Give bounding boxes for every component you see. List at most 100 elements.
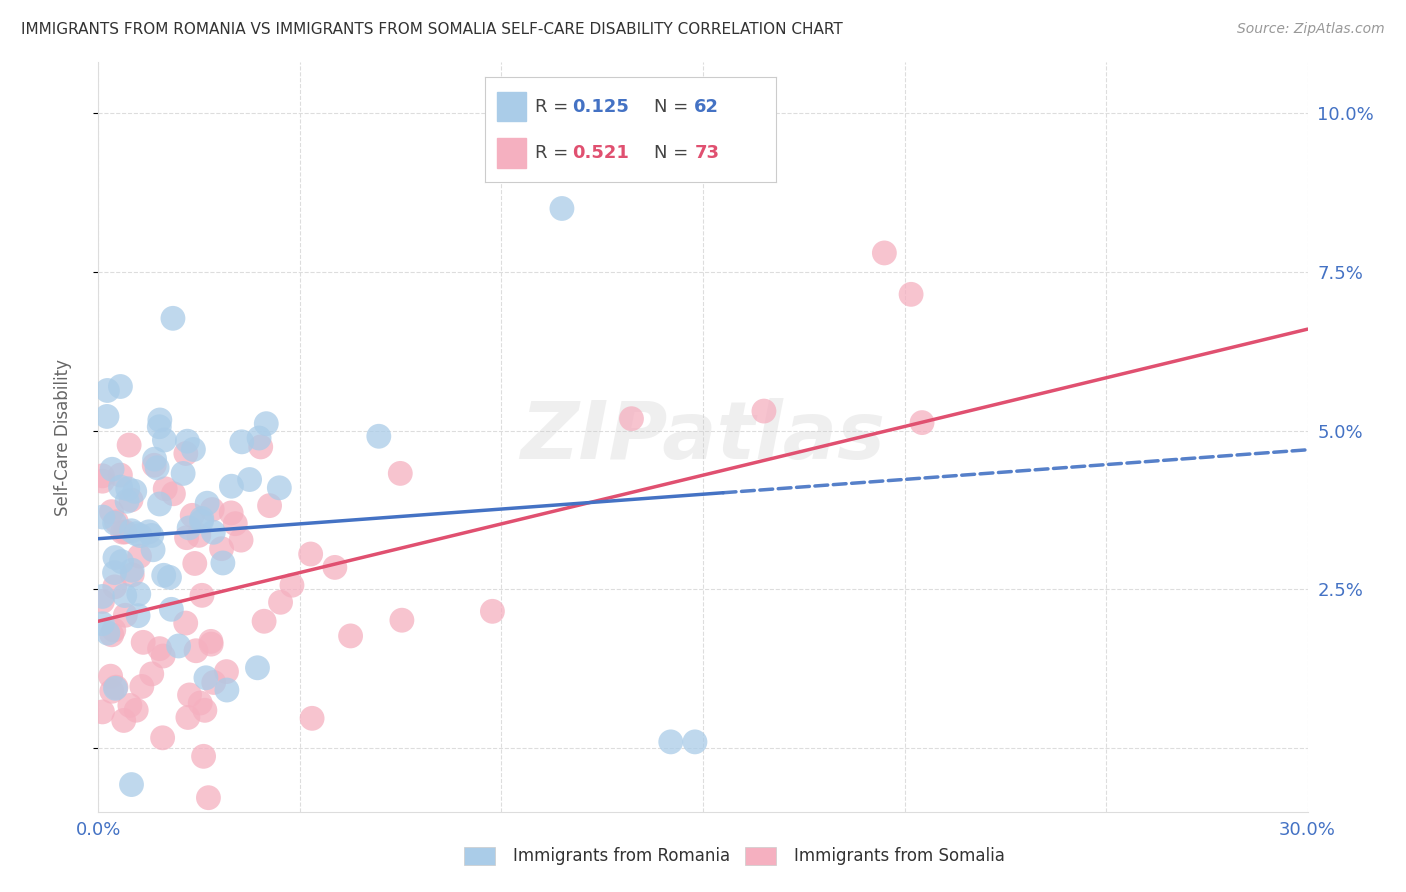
Point bbox=[103, 623, 125, 637]
Point bbox=[110, 480, 132, 494]
Point bbox=[110, 555, 132, 569]
Point bbox=[104, 680, 127, 694]
Point bbox=[162, 311, 184, 326]
Point bbox=[100, 628, 122, 642]
Point bbox=[100, 505, 122, 519]
Point bbox=[269, 481, 291, 495]
Point bbox=[125, 526, 148, 541]
Point bbox=[127, 608, 149, 623]
Point bbox=[160, 602, 183, 616]
Point bbox=[114, 589, 136, 603]
Point bbox=[281, 578, 304, 592]
Point bbox=[184, 557, 207, 571]
Point bbox=[91, 510, 114, 524]
Point bbox=[367, 429, 389, 443]
Point bbox=[101, 462, 124, 476]
Point bbox=[148, 641, 170, 656]
Point bbox=[110, 468, 132, 483]
Point bbox=[249, 440, 271, 454]
Point bbox=[215, 665, 238, 679]
Point bbox=[259, 499, 281, 513]
Point bbox=[152, 731, 174, 745]
Point bbox=[153, 482, 176, 496]
Point bbox=[181, 508, 204, 523]
Point bbox=[152, 568, 174, 582]
Point bbox=[873, 246, 896, 260]
Point bbox=[103, 566, 125, 580]
Point bbox=[201, 502, 224, 516]
Point bbox=[162, 487, 184, 501]
Point bbox=[481, 604, 503, 618]
Point bbox=[131, 680, 153, 694]
Point bbox=[143, 452, 166, 467]
Point bbox=[270, 595, 292, 609]
Point bbox=[138, 524, 160, 539]
Point bbox=[105, 515, 128, 529]
Point bbox=[159, 570, 181, 584]
Point bbox=[911, 416, 934, 430]
Point bbox=[191, 588, 214, 602]
Point bbox=[100, 669, 122, 683]
Point bbox=[121, 567, 143, 582]
Point bbox=[129, 528, 152, 542]
Point bbox=[174, 616, 197, 631]
Point bbox=[111, 525, 134, 540]
Point bbox=[121, 778, 143, 792]
Point bbox=[179, 688, 201, 702]
Point bbox=[118, 698, 141, 713]
Point bbox=[202, 525, 225, 540]
Point bbox=[246, 661, 269, 675]
Point bbox=[91, 594, 114, 608]
Point bbox=[115, 494, 138, 508]
Point bbox=[339, 629, 361, 643]
Point bbox=[114, 608, 136, 623]
Point bbox=[149, 413, 172, 427]
Point bbox=[110, 379, 132, 393]
Point bbox=[179, 521, 201, 535]
Point bbox=[125, 703, 148, 717]
Point bbox=[231, 434, 253, 449]
Point bbox=[215, 683, 238, 698]
Point bbox=[301, 711, 323, 725]
Point bbox=[176, 531, 198, 545]
Y-axis label: Self-Care Disability: Self-Care Disability bbox=[53, 359, 72, 516]
Point bbox=[391, 613, 413, 627]
Point bbox=[620, 411, 643, 425]
Point bbox=[389, 467, 412, 481]
Point bbox=[128, 587, 150, 601]
Point bbox=[174, 446, 197, 460]
Point bbox=[118, 438, 141, 452]
Point bbox=[299, 547, 322, 561]
Text: Immigrants from Somalia: Immigrants from Somalia bbox=[794, 847, 1005, 865]
Point bbox=[142, 542, 165, 557]
Point bbox=[176, 434, 198, 449]
Point bbox=[91, 468, 114, 483]
Point bbox=[132, 635, 155, 649]
Point bbox=[146, 460, 169, 475]
Point bbox=[197, 790, 219, 805]
Point bbox=[239, 473, 262, 487]
Point bbox=[97, 626, 120, 640]
Point bbox=[200, 637, 222, 651]
Text: ZIPatlas: ZIPatlas bbox=[520, 398, 886, 476]
Point bbox=[104, 681, 127, 696]
Point bbox=[117, 482, 139, 496]
Point bbox=[143, 458, 166, 473]
Point bbox=[211, 541, 233, 556]
Point bbox=[247, 431, 270, 445]
Point bbox=[221, 479, 243, 493]
Point bbox=[104, 550, 127, 565]
Point bbox=[101, 684, 124, 698]
Point bbox=[141, 528, 163, 542]
Point bbox=[187, 528, 209, 542]
Point bbox=[254, 417, 277, 431]
Point bbox=[112, 714, 135, 728]
Point bbox=[177, 710, 200, 724]
Point bbox=[219, 506, 242, 520]
Point bbox=[120, 492, 142, 507]
Point bbox=[167, 639, 190, 653]
Point bbox=[141, 666, 163, 681]
Point bbox=[104, 580, 127, 594]
Point bbox=[148, 497, 170, 511]
Point bbox=[184, 644, 207, 658]
